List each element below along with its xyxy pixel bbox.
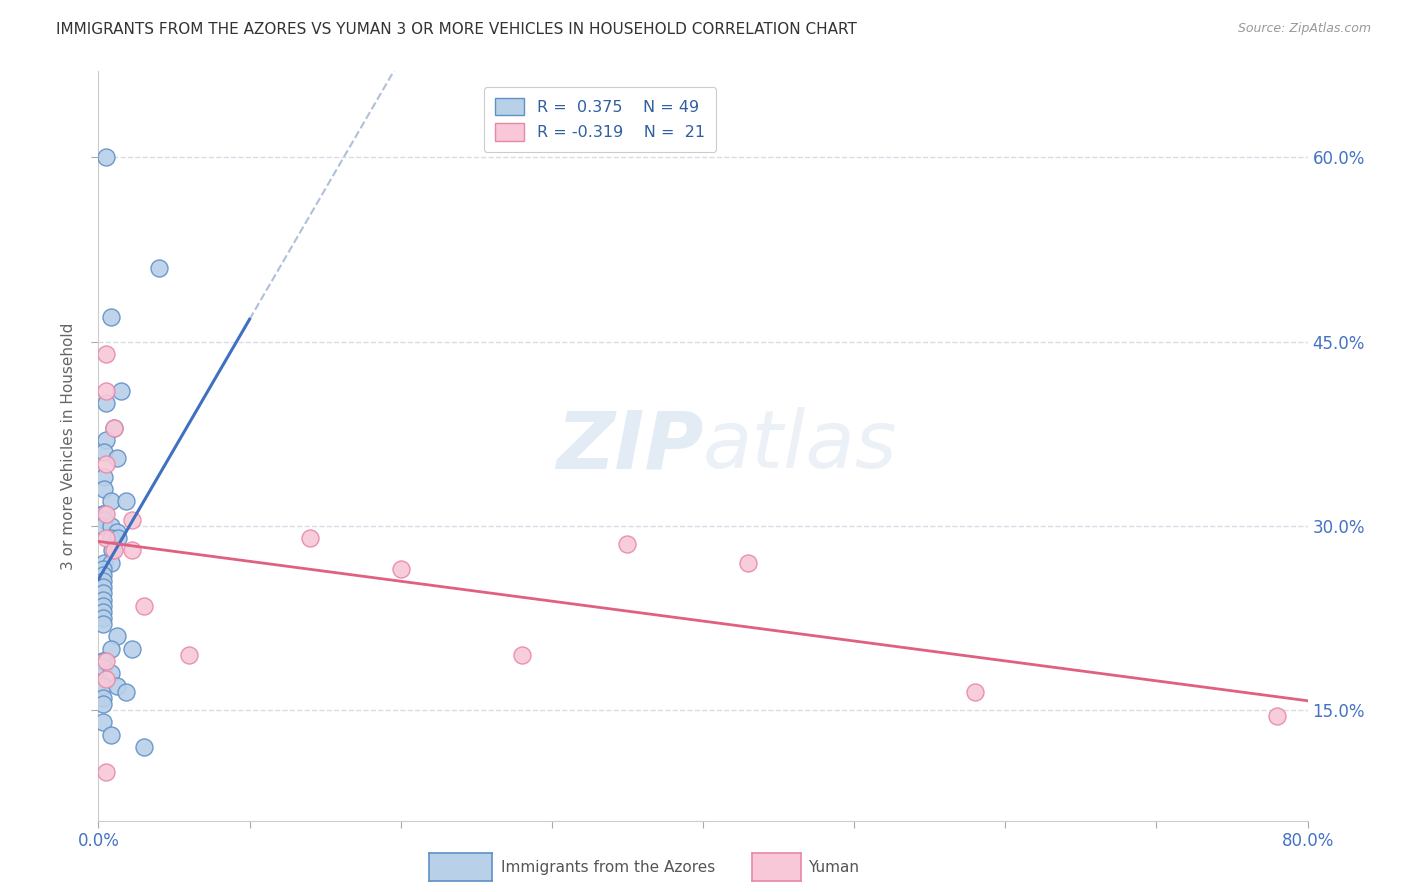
Point (91, 605, 114, 619)
Text: atlas: atlas (703, 407, 898, 485)
Point (91, 654, 114, 668)
Point (94, 673, 117, 687)
Point (105, 629, 128, 643)
Point (94, 531, 117, 545)
Point (737, 556, 759, 570)
Point (91, 574, 114, 588)
Point (114, 684, 136, 698)
Point (299, 531, 322, 545)
Point (100, 494, 122, 508)
Point (121, 543, 143, 558)
Point (105, 451, 128, 466)
Point (100, 531, 122, 545)
Point (91, 715, 114, 730)
Text: Source: ZipAtlas.com: Source: ZipAtlas.com (1237, 22, 1371, 36)
Text: Yuman: Yuman (808, 861, 859, 875)
Point (389, 562, 412, 576)
Point (91, 580, 114, 594)
Point (965, 684, 987, 698)
Point (93, 469, 115, 483)
Point (132, 739, 155, 754)
Point (91, 599, 114, 613)
Point (105, 679, 128, 693)
Point (100, 519, 122, 533)
Point (100, 728, 122, 742)
Point (91, 519, 114, 533)
Point (100, 556, 122, 570)
Point (616, 537, 638, 551)
Point (101, 543, 124, 558)
Point (94, 654, 117, 668)
Point (91, 660, 114, 674)
Point (91, 617, 114, 632)
Text: IMMIGRANTS FROM THE AZORES VS YUMAN 3 OR MORE VEHICLES IN HOUSEHOLD CORRELATION : IMMIGRANTS FROM THE AZORES VS YUMAN 3 OR… (56, 22, 858, 37)
Point (93, 513, 115, 527)
Point (100, 310, 122, 324)
Point (132, 599, 155, 613)
Point (114, 494, 136, 508)
Point (91, 586, 114, 600)
Text: ZIP: ZIP (555, 407, 703, 485)
Point (103, 543, 125, 558)
Point (94, 396, 117, 410)
Point (94, 458, 117, 472)
Point (179, 648, 201, 662)
Point (107, 531, 129, 545)
Point (94, 764, 117, 779)
Point (100, 641, 122, 656)
Point (91, 568, 114, 582)
Point (103, 420, 125, 434)
Point (91, 507, 114, 521)
Point (103, 420, 125, 434)
Point (91, 592, 114, 607)
Point (148, 260, 170, 275)
Point (91, 507, 114, 521)
Point (94, 507, 117, 521)
Point (100, 666, 122, 681)
Point (121, 513, 143, 527)
Point (91, 611, 114, 625)
Point (94, 384, 117, 398)
Point (94, 150, 117, 164)
Text: Immigrants from the Azores: Immigrants from the Azores (501, 861, 714, 875)
Legend: R =  0.375    N = 49, R = -0.319    N =  21: R = 0.375 N = 49, R = -0.319 N = 21 (484, 87, 716, 152)
Point (91, 697, 114, 711)
Point (91, 562, 114, 576)
Point (91, 690, 114, 705)
Point (91, 654, 114, 668)
Point (93, 556, 115, 570)
Point (91, 679, 114, 693)
Point (510, 648, 533, 662)
Point (93, 482, 115, 496)
Point (93, 445, 115, 459)
Y-axis label: 3 or more Vehicles in Household: 3 or more Vehicles in Household (60, 322, 76, 570)
Point (110, 384, 132, 398)
Point (121, 641, 143, 656)
Point (1267, 709, 1289, 723)
Point (94, 433, 117, 447)
Point (105, 524, 128, 539)
Point (94, 347, 117, 361)
